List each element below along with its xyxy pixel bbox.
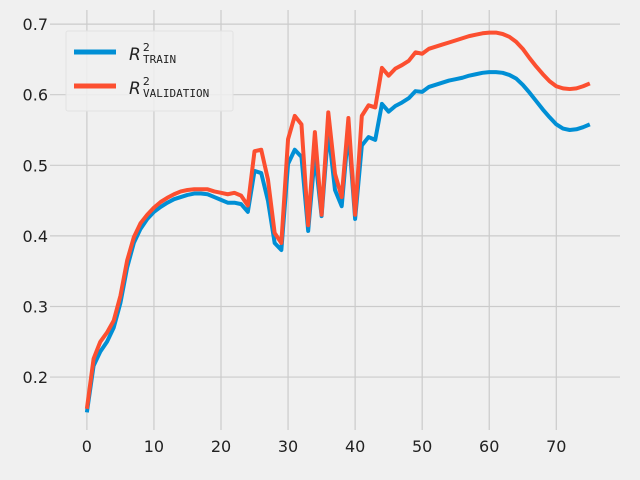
x-tick-label: 40 — [345, 437, 365, 456]
x-tick-label: 20 — [211, 437, 231, 456]
series-lines — [84, 30, 591, 413]
legend-label: R 2 VALIDATION — [129, 75, 209, 100]
x-tick-label: 50 — [412, 437, 432, 456]
x-axis-tick-labels: 0 10 20 30 40 50 60 70 — [82, 437, 567, 456]
y-tick-label: 0.5 — [23, 156, 48, 175]
y-axis-tick-labels: 0.2 0.3 0.4 0.5 0.6 0.7 — [23, 15, 48, 387]
legend: R 2 TRAIN R 2 VALIDATION — [65, 30, 234, 112]
x-tick-label: 0 — [82, 437, 92, 456]
series-line-validation — [84, 30, 591, 410]
y-tick-label: 0.2 — [23, 368, 48, 387]
y-tick-label: 0.6 — [23, 86, 48, 105]
y-tick-label: 0.7 — [23, 15, 48, 34]
x-tick-label: 60 — [479, 437, 499, 456]
y-tick-label: 0.3 — [23, 297, 48, 316]
series-line-train — [84, 70, 591, 413]
x-tick-label: 10 — [144, 437, 164, 456]
legend-label: R 2 TRAIN — [129, 41, 176, 66]
x-tick-label: 70 — [546, 437, 566, 456]
x-tick-label: 30 — [278, 437, 298, 456]
y-tick-label: 0.4 — [23, 227, 48, 246]
